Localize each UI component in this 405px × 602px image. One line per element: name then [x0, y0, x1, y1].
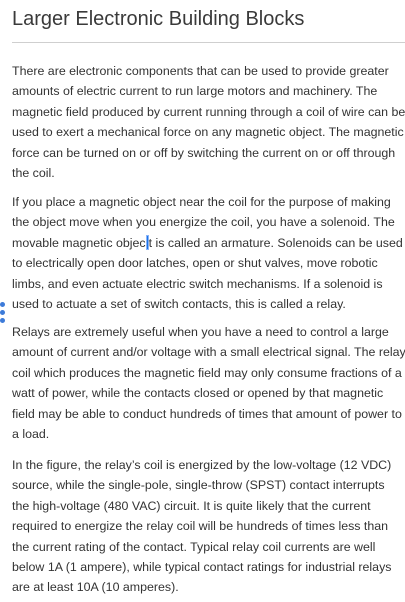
text-line: If you place a magnetic object near the …: [12, 195, 391, 209]
text-line: In the figure, the relay’s coil is energ…: [12, 458, 392, 472]
text-line: are at least 10A (10 amperes).: [12, 580, 179, 595]
page-title: Larger Electronic Building Blocks: [12, 8, 305, 30]
text-line: magnetic field produced by current runni…: [12, 104, 405, 119]
text-cursor[interactable]: [146, 235, 148, 249]
text-line: watt of power, while the contacts closed…: [12, 386, 384, 401]
text-after-caret: t is called an armature. Solenoids can b…: [148, 235, 403, 250]
text-line: required to energize the relay coil will…: [12, 519, 389, 534]
handle-dot: [0, 302, 5, 307]
text-line: force can be turned on or off by switchi…: [12, 145, 396, 160]
paragraph-solenoid: If you place a magnetic object near the …: [12, 192, 405, 314]
text-line: a load.: [12, 426, 50, 441]
paragraph-figure: In the figure, the relay’s coil is energ…: [12, 455, 405, 598]
text-line: the high-voltage (480 VAC) circuit. It i…: [12, 498, 371, 513]
text-line: amounts of electric current to run large…: [12, 84, 378, 99]
paragraph-intro: There are electronic components that can…: [12, 61, 405, 183]
text-line: the object move when you energize the co…: [12, 215, 395, 230]
handle-dot: [0, 310, 5, 315]
title-divider: [12, 42, 405, 43]
handle-dot: [0, 318, 5, 323]
text-line: the current rating of the contact. Typic…: [12, 539, 376, 554]
text-line: There are electronic components that can…: [12, 64, 389, 78]
text-line: used to exert a mechanical force on any …: [12, 125, 404, 140]
text-line: below 1A (1 ampere), while typical conta…: [12, 559, 392, 574]
text-line: amount of current and/or voltage with a …: [12, 345, 405, 360]
text-line: field may be able to conduct hundreds of…: [12, 406, 402, 421]
text-line: to electrically open door latches, open …: [12, 256, 378, 271]
text-line: coil which produces the magnetic field m…: [12, 365, 402, 380]
text-line: the coil.: [12, 165, 55, 180]
text-before-caret: movable magnetic objec: [12, 235, 146, 250]
text-line: source, while the single-pole, single-th…: [12, 478, 385, 493]
side-drag-handle[interactable]: [0, 302, 5, 324]
paragraph-relay-use: Relays are extremely useful when you hav…: [12, 322, 405, 444]
text-line: limbs, and even actuate electric switch …: [12, 276, 383, 291]
text-line: Relays are extremely useful when you hav…: [12, 325, 389, 339]
text-line-with-caret: movable magnetic objec t is called an arm…: [12, 233, 405, 253]
text-line: used to actuate a set of switch contacts…: [12, 296, 346, 311]
